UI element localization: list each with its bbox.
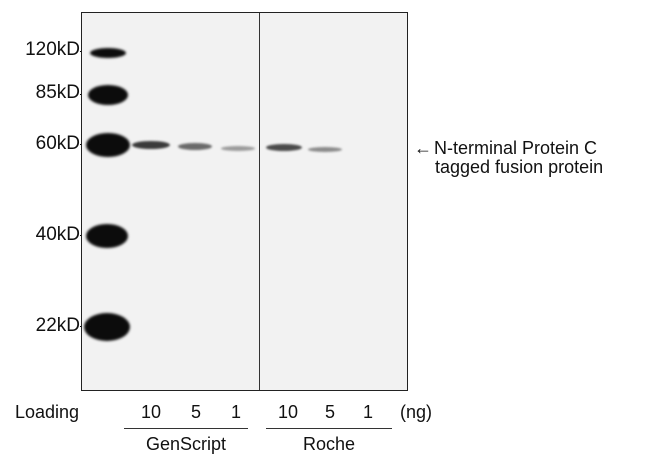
sample-band (266, 144, 302, 151)
sample-band (221, 146, 255, 151)
ladder-band (84, 313, 130, 341)
lane-amount: 10 (140, 402, 162, 422)
band-annotation: ← N-terminal Protein C tagged fusion prot… (414, 139, 603, 177)
lane-amount: 1 (362, 402, 373, 422)
blot-membrane (81, 12, 408, 391)
mw-marker-label: 120kD (25, 39, 80, 60)
lane-amount: 1 (230, 402, 241, 422)
mw-marker-label: 40kD (35, 224, 80, 245)
ladder-band (86, 133, 130, 157)
unit-label: (ng) (400, 402, 433, 422)
lane-group-divider (259, 13, 260, 390)
ladder-band (90, 48, 126, 58)
group-name: GenScript (145, 434, 227, 454)
lane-amount: 5 (190, 402, 201, 422)
mw-marker-label: 60kD (35, 133, 80, 154)
sample-band (178, 143, 212, 150)
loading-label: Loading (15, 402, 80, 422)
left-arrow-icon: ← (414, 138, 432, 158)
ladder-band (86, 224, 128, 248)
sample-band (132, 141, 170, 149)
group-underline (266, 428, 392, 429)
annotation-line-1: N-terminal Protein C (434, 138, 598, 158)
mw-marker-label: 85kD (35, 82, 80, 103)
lane-amount: 5 (324, 402, 335, 422)
sample-band (308, 147, 342, 152)
group-name: Roche (302, 434, 356, 454)
lane-amount: 10 (277, 402, 299, 422)
annotation-line-2: tagged fusion protein (435, 157, 604, 177)
mw-marker-label: 22kD (35, 315, 80, 336)
ladder-band (88, 85, 128, 105)
group-underline (124, 428, 248, 429)
